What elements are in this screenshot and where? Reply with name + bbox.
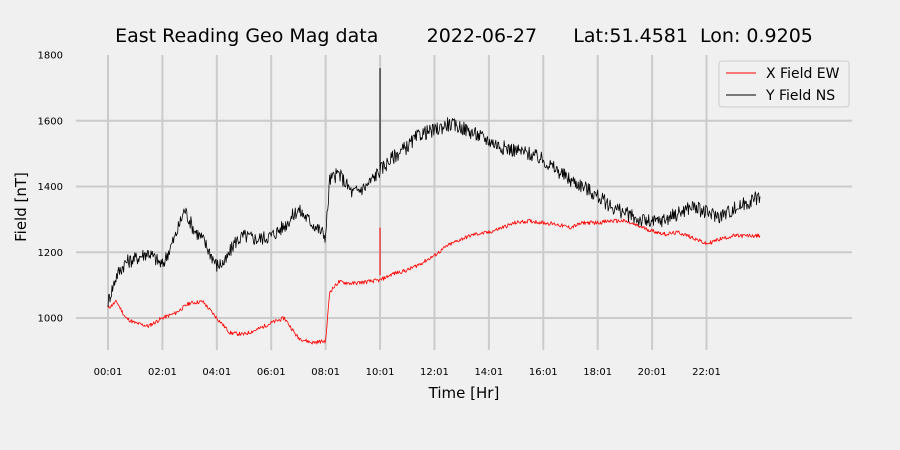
y-tick-label: 1200 (38, 248, 63, 259)
y-axis-label: Field [nT] (12, 172, 30, 242)
chart-title: East Reading Geo Mag data 2022-06-27 Lat… (115, 25, 813, 47)
x-tick-labels: 00:01 02:01 04:01 06:01 08:01 10:01 12:01 14:01… (94, 367, 721, 378)
legend-label-x: X Field EW (766, 66, 840, 82)
legend: X Field EW Y Field NS (718, 60, 850, 108)
y-tick-label: 1400 (38, 182, 63, 193)
x-tick-label: 22:01 (692, 367, 721, 378)
x-tick-label: 04:01 (202, 367, 231, 378)
x-tick-label: 10:01 (366, 367, 395, 378)
x-tick-label: 00:01 (94, 367, 123, 378)
x-tick-label: 02:01 (148, 367, 177, 378)
x-tick-label: 12:01 (420, 367, 449, 378)
x-tick-label: 08:01 (311, 367, 340, 378)
series-line-y-field-ns (107, 117, 761, 308)
y-tick-label: 1600 (38, 116, 63, 127)
y-tick-label: 1000 (38, 314, 63, 325)
series-lines (107, 68, 761, 345)
y-tick-label: 1800 (38, 51, 63, 62)
y-tick-labels: 1000 1200 1400 1600 1800 (38, 51, 63, 325)
x-axis-label: Time [Hr] (428, 384, 500, 402)
x-tick-label: 14:01 (474, 367, 503, 378)
x-tick-label: 20:01 (638, 367, 667, 378)
series-line-x-field-ew (107, 218, 761, 345)
x-tick-label: 18:01 (583, 367, 612, 378)
x-tick-label: 06:01 (257, 367, 286, 378)
x-tick-label: 16:01 (529, 367, 558, 378)
legend-label-y: Y Field NS (765, 88, 835, 104)
